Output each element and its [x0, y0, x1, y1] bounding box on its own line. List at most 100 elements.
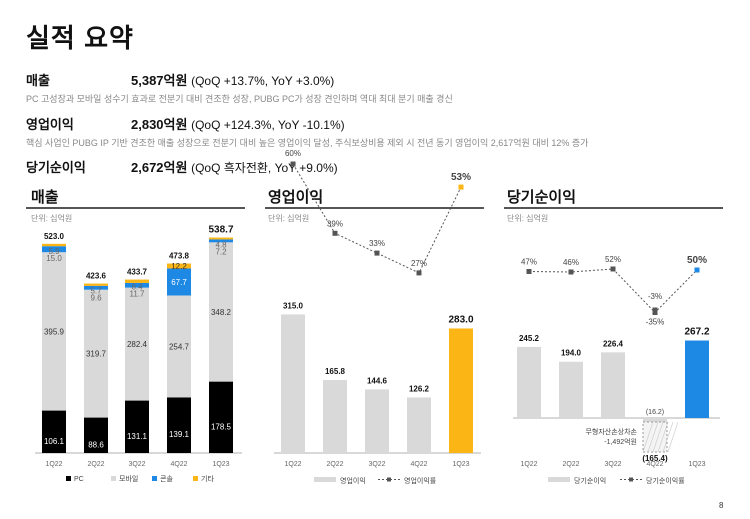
op-value: 2,830억원 (QoQ +124.3%, YoY -10.1%) [131, 114, 345, 133]
op-value-1Q22: 315.0 [283, 301, 304, 310]
net-annotation-label: 무형자산손상차손 [585, 427, 637, 436]
revenue-label-pc-2Q22: 88.6 [88, 440, 104, 449]
revenue-label-other-2Q22: 5.7 [90, 287, 102, 296]
net-label: 당기순이익 [26, 160, 86, 175]
revenue-legend-swatch-pc [66, 476, 71, 481]
revenue-label-other-1Q22: 5.9 [48, 247, 60, 256]
op-margin-point-2Q22 [332, 230, 338, 236]
op-xtick-1Q22: 1Q22 [284, 461, 301, 468]
revenue-label-mobile-1Q23: 348.2 [211, 308, 232, 317]
revenue-bar-mobile-2Q22 [84, 289, 108, 418]
revenue-bar-mobile-4Q22 [167, 295, 191, 398]
net-value-1Q23: 267.2 [684, 327, 709, 338]
revenue-bar-other-3Q22 [125, 279, 149, 283]
op-value-4Q22: 126.2 [409, 384, 430, 393]
op-xtick-1Q23: 1Q23 [452, 461, 469, 468]
revenue-legend-other: 기타 [201, 474, 214, 483]
op-xtick-3Q22: 3Q22 [368, 461, 385, 468]
op-legend-line: 영업이익률 [404, 476, 437, 485]
revenue-label-pc-3Q22: 131.1 [127, 432, 148, 441]
revenue-bar-mobile-1Q22 [42, 252, 66, 411]
revenue-xtick-4Q22: 4Q22 [170, 461, 187, 468]
op-bar-1Q23 [449, 328, 473, 453]
revenue-legend-mobile: 모바일 [119, 474, 138, 483]
net-impairment-hatch [662, 421, 674, 453]
revenue-bar-mobile-3Q22 [125, 287, 149, 401]
op-value-2Q22: 165.8 [325, 367, 346, 376]
op-title-rule [265, 207, 484, 209]
op-margin-point-1Q23 [458, 184, 464, 190]
revenue-bar-pc-1Q22 [42, 410, 66, 453]
revenue-label-mobile-1Q22: 395.9 [44, 327, 65, 336]
op-margin-label-4Q22: 27% [411, 259, 427, 268]
revenue-label-other-1Q23: 4.8 [215, 241, 227, 250]
net-value-4Q22: (16.2) [646, 409, 664, 416]
revenue-xtick-2Q22: 2Q22 [87, 461, 104, 468]
revenue-label-console-3Q22: 11.7 [130, 290, 146, 299]
net-margin-label-4Q22: -35% [646, 318, 665, 327]
revenue-bar-mobile-1Q23 [209, 242, 233, 382]
op-legend-swatch-bar [314, 477, 336, 482]
op-xtick-2Q22: 2Q22 [326, 461, 343, 468]
net-value-1Q22: 245.2 [519, 334, 540, 343]
revenue-label-console-1Q22: 15.0 [46, 254, 62, 263]
revenue-bar-pc-2Q22 [84, 417, 108, 453]
net-bar-1Q23 [685, 340, 709, 418]
net-legend-swatch-bar [548, 477, 570, 482]
net-xtick-1Q23: 1Q23 [688, 461, 705, 468]
revenue-title-rule [26, 207, 245, 209]
op-margin-point-3Q22 [374, 250, 380, 256]
revenue-desc: PC 고성장과 모바일 성수기 효과로 전분기 대비 견조한 성장, PUBG … [26, 94, 453, 104]
revenue-bar-other-2Q22 [84, 283, 108, 286]
net-annotation-value: -1,492억원 [604, 437, 637, 446]
net-impairment-hatch [657, 421, 669, 453]
page-number: 8 [719, 501, 724, 510]
revenue-label-pc-1Q22: 106.1 [44, 437, 65, 446]
revenue-label-mobile-4Q22: 254.7 [169, 342, 190, 351]
net-legend-line: 당기순이익률 [646, 476, 685, 485]
revenue-total-2Q22: 423.6 [86, 272, 107, 281]
net-margin-label-3Q22: 52% [605, 255, 621, 264]
net-bar-3Q22 [601, 352, 625, 418]
revenue-label-pc-1Q23: 178.5 [211, 422, 232, 431]
revenue-bar-console-3Q22 [125, 282, 149, 288]
op-margin-label-2Q22: 39% [327, 219, 343, 228]
net-xtick-4Q22: 4Q22 [646, 461, 663, 468]
revenue-bar-console-1Q23 [209, 239, 233, 243]
net-margin-point-2Q22 [568, 269, 574, 275]
revenue-legend-pc: PC [74, 476, 84, 483]
revenue-total-1Q22: 523.0 [44, 232, 65, 241]
op-margin-line [292, 163, 462, 274]
op-bar-2Q22 [323, 380, 347, 453]
op-margin-label-1Q23: 53% [451, 172, 471, 183]
net-impairment-hatch [652, 421, 664, 453]
page-title: 실적 요약 [26, 23, 134, 53]
op-bar-1Q22 [281, 314, 305, 453]
net-value-2Q22: 194.0 [561, 349, 582, 358]
revenue-change: (QoQ +13.7%, YoY +3.0%) [191, 74, 335, 88]
net-value-3Q22: 226.4 [603, 339, 624, 348]
net-xtick-1Q22: 1Q22 [520, 461, 537, 468]
revenue-amount: 5,387억원 [131, 73, 188, 88]
revenue-label-console-4Q22: 67.7 [171, 278, 187, 287]
op-value-3Q22: 144.6 [367, 376, 388, 385]
revenue-label-mobile-2Q22: 319.7 [86, 350, 107, 359]
revenue-bar-pc-3Q22 [125, 400, 149, 453]
op-value-1Q23: 283.0 [448, 314, 473, 325]
revenue-total-1Q23: 538.7 [208, 225, 233, 236]
net-amount: 2,672억원 [131, 160, 188, 175]
revenue-label: 매출 [26, 73, 50, 88]
op-desc: 핵심 사업인 PUBG IP 기반 견조한 매출 성장으로 전분기 대비 높은 … [26, 138, 589, 148]
net-chart-title: 당기순이익 [507, 189, 577, 206]
revenue-chart-title: 매출 [31, 189, 59, 206]
net-value: 2,672억원 (QoQ 흑자전환, YoY +9.0%) [131, 157, 338, 176]
op-unit: 단위: 십억원 [268, 214, 310, 223]
revenue-bar-other-1Q23 [209, 237, 233, 240]
net-xtick-3Q22: 3Q22 [604, 461, 621, 468]
net-margin-point-1Q22 [526, 269, 532, 274]
revenue-bar-console-2Q22 [84, 285, 108, 290]
net-unit: 단위: 십억원 [507, 214, 549, 223]
revenue-label-other-4Q22: 12.2 [171, 262, 187, 271]
revenue-unit: 단위: 십억원 [31, 214, 73, 223]
